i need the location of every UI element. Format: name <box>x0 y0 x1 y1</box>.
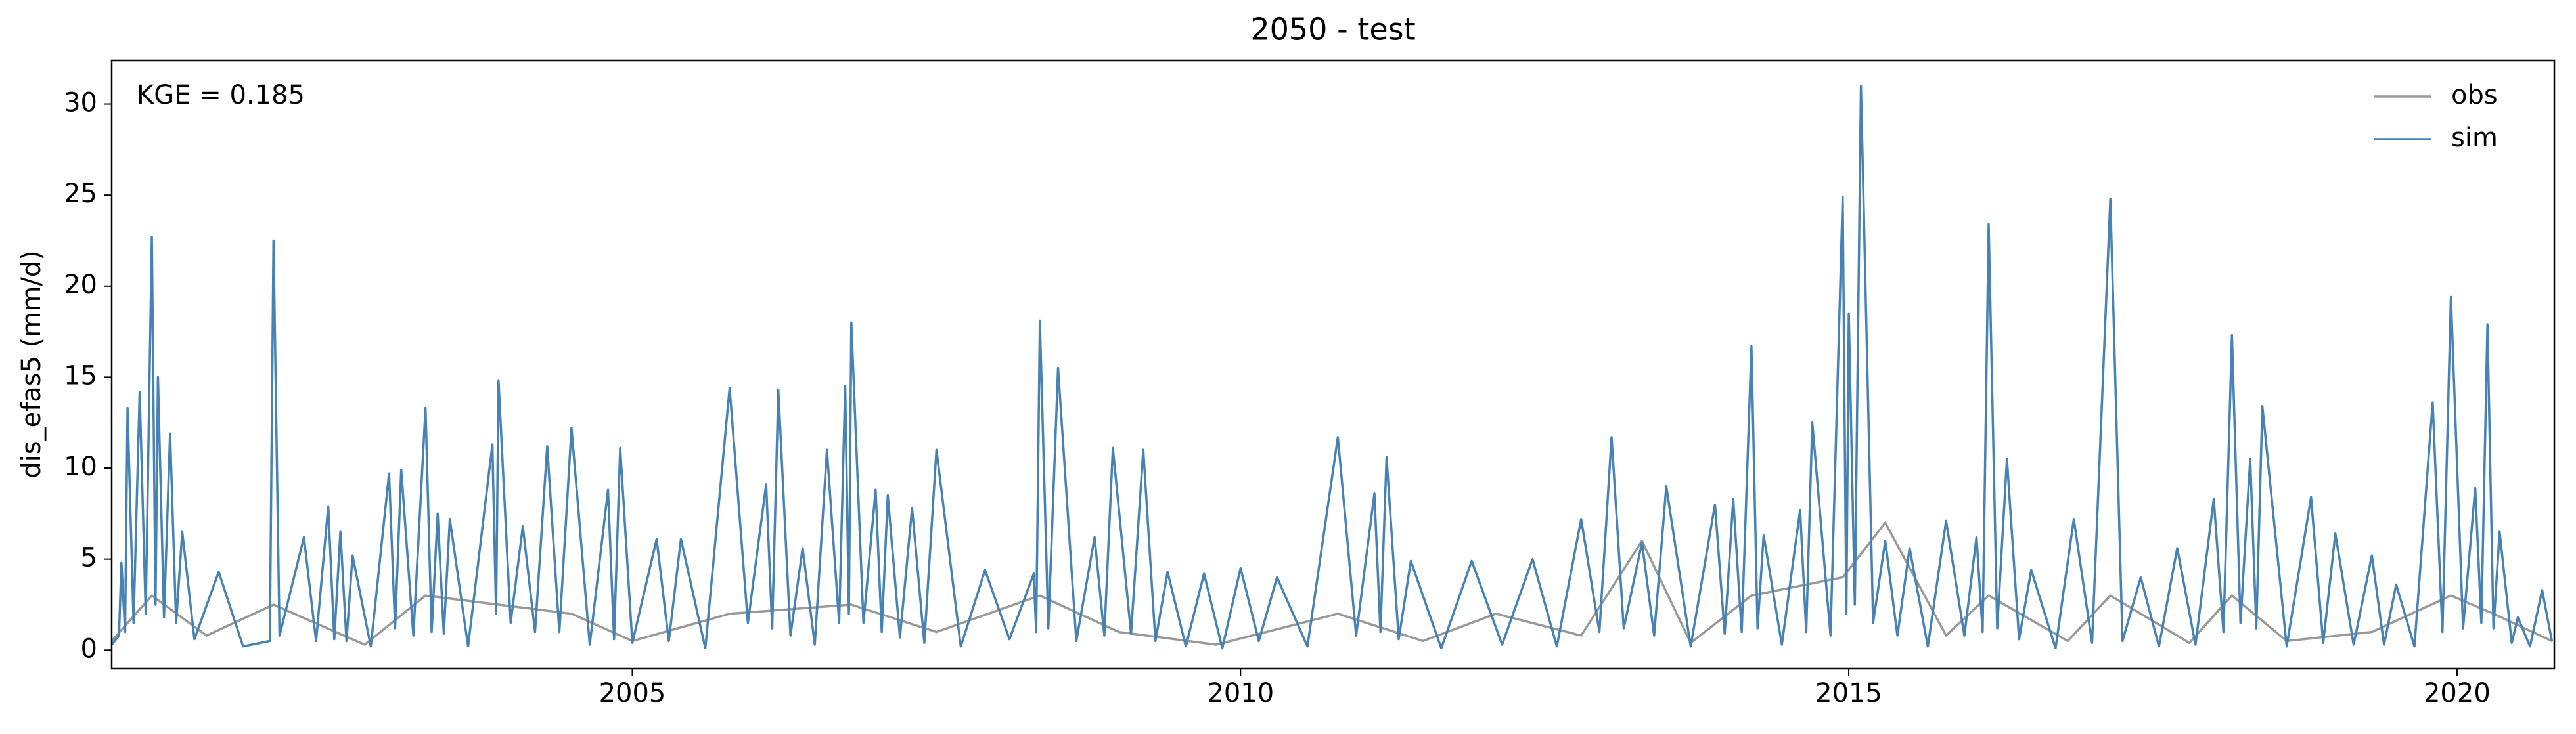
series-line <box>112 85 2554 650</box>
x-tick-label: 2020 <box>2424 678 2491 708</box>
y-tick-label: 10 <box>64 452 97 482</box>
y-axis-label: dis_efas5 (mm/d) <box>16 250 47 479</box>
x-tick-label: 2015 <box>1815 678 1882 708</box>
legend-label: sim <box>2451 123 2498 153</box>
y-tick-label: 25 <box>64 179 97 209</box>
series-line <box>112 521 2553 646</box>
annotation: KGE = 0.185 <box>137 80 305 110</box>
y-tick-label: 0 <box>81 634 97 664</box>
x-tick-label: 2005 <box>599 678 666 708</box>
legend-label: obs <box>2451 80 2498 110</box>
x-tick-label: 2010 <box>1207 678 1274 708</box>
y-tick-label: 15 <box>64 360 97 391</box>
y-tick-label: 5 <box>81 543 97 573</box>
y-tick-label: 30 <box>64 88 97 118</box>
chart-title: 2050 - test <box>1250 12 1415 47</box>
plot-frame <box>110 59 2556 670</box>
y-tick-label: 20 <box>64 270 97 300</box>
